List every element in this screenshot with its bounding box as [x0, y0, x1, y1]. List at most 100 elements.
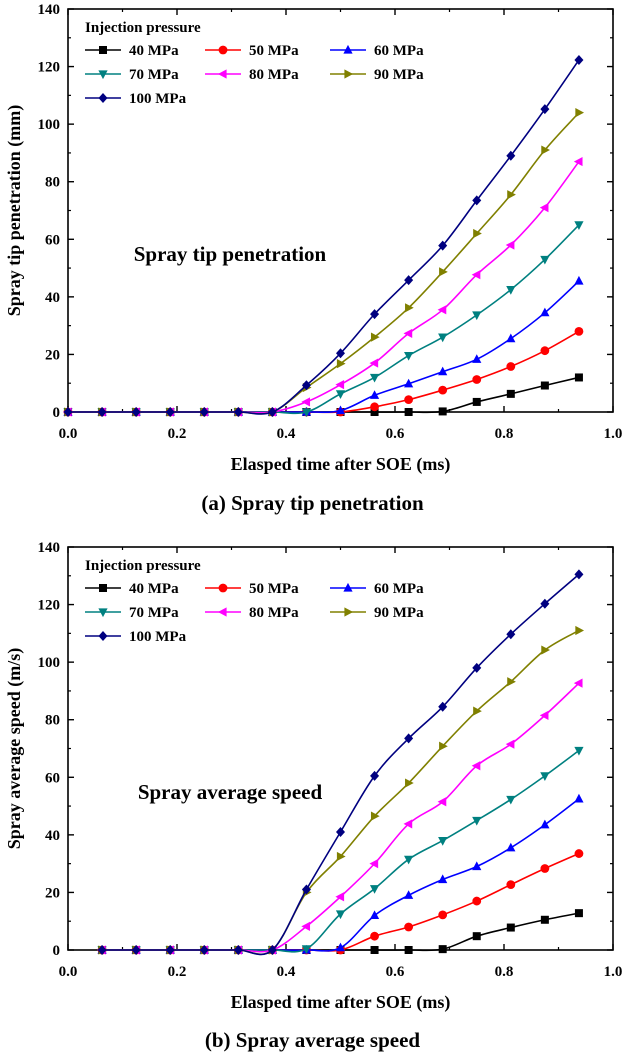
data-point-80-mpa	[403, 819, 413, 829]
legend-marker-40-mpa	[99, 46, 107, 54]
data-point-40-mpa	[574, 373, 583, 382]
data-point-100-mpa	[301, 380, 311, 391]
data-point-60-mpa	[438, 366, 448, 376]
data-point-70-mpa	[335, 910, 346, 920]
chart-spray-average-speed: 0.0 0.2 0.4 0.6 0.8 1.0 0 20 40 60 80 100 120 140 Elas…	[4, 540, 623, 1013]
data-point-40-mpa	[472, 932, 481, 941]
legend-marker-60-mpa	[343, 44, 353, 54]
data-point-100-mpa	[97, 407, 107, 417]
data-point-60-mpa	[438, 874, 448, 884]
y-tick-label: 140	[38, 2, 61, 18]
data-point-50-mpa	[506, 362, 516, 371]
data-point-90-mpa	[405, 303, 414, 313]
data-point-50-mpa	[472, 896, 482, 906]
data-point-50-mpa	[472, 375, 482, 384]
data-point-50-mpa	[370, 931, 379, 941]
x-axis-label: Elasped time after SOE (ms)	[231, 454, 451, 475]
data-point-80-mpa	[573, 156, 583, 167]
data-point-100-mpa	[574, 54, 584, 65]
data-point-100-mpa	[199, 945, 209, 955]
data-point-100-mpa	[131, 945, 141, 955]
data-point-70-mpa	[301, 408, 312, 418]
chart-annotation: Spray tip penetration	[134, 242, 327, 266]
data-point-80-mpa	[505, 240, 515, 250]
series-line-40-mpa	[68, 376, 580, 414]
data-point-90-mpa	[405, 778, 414, 788]
data-point-60-mpa	[506, 842, 516, 852]
legend-label-40-mpa: 40 MPa	[129, 43, 179, 59]
legend-marker-50-mpa	[218, 45, 228, 55]
y-tick-label: 20	[45, 347, 60, 363]
series-line-60-mpa	[68, 280, 580, 414]
y-tick-label: 80	[45, 713, 60, 729]
data-point-100-mpa	[574, 569, 584, 580]
series-80-mpa	[62, 156, 583, 417]
y-axis-label: Spray average speed (m/s)	[4, 648, 25, 849]
data-point-70-mpa	[369, 373, 380, 383]
data-point-60-mpa	[574, 793, 584, 803]
data-point-90-mpa	[439, 267, 448, 277]
data-point-70-mpa	[540, 255, 550, 265]
y-tick-label: 40	[45, 828, 60, 844]
series-100-mpa	[97, 569, 584, 956]
data-point-90-mpa	[575, 625, 585, 636]
data-point-90-mpa	[473, 228, 482, 239]
legend-label-50-mpa: 50 MPa	[249, 581, 299, 597]
data-point-70-mpa	[438, 837, 448, 846]
y-tick-label: 140	[38, 540, 61, 556]
data-point-90-mpa	[370, 332, 380, 342]
legend-label-70-mpa: 70 MPa	[129, 67, 179, 83]
y-tick-label: 60	[45, 770, 60, 786]
legend-label-40-mpa: 40 MPa	[129, 581, 179, 597]
data-point-70-mpa	[540, 772, 550, 781]
data-point-90-mpa	[541, 145, 550, 155]
data-point-60-mpa	[335, 405, 346, 415]
legend-marker-90-mpa	[344, 69, 354, 79]
data-point-100-mpa	[540, 104, 550, 115]
data-point-60-mpa	[335, 942, 346, 952]
x-tick-label: 0.2	[168, 964, 187, 980]
data-point-40-mpa	[438, 945, 447, 954]
data-point-70-mpa	[404, 351, 414, 361]
data-point-70-mpa	[574, 746, 584, 756]
y-tick-label: 40	[45, 290, 60, 306]
data-point-100-mpa	[472, 662, 482, 673]
data-point-70-mpa	[506, 795, 516, 805]
data-point-100-mpa	[472, 195, 482, 206]
data-point-50-mpa	[574, 327, 584, 336]
data-point-40-mpa	[540, 381, 549, 390]
data-point-50-mpa	[438, 910, 448, 920]
x-tick-label: 0.4	[277, 426, 296, 442]
x-tick-label: 1.0	[604, 964, 623, 980]
data-point-40-mpa	[506, 923, 515, 932]
data-point-80-mpa	[369, 859, 379, 869]
data-point-80-mpa	[369, 358, 379, 368]
data-point-90-mpa	[370, 811, 380, 821]
data-point-70-mpa	[506, 286, 516, 295]
data-point-90-mpa	[507, 190, 516, 200]
series-line-100-mpa	[68, 59, 580, 415]
data-point-100-mpa	[63, 407, 73, 417]
y-tick-label: 80	[45, 175, 60, 191]
chart-annotation: Spray average speed	[138, 780, 323, 804]
legend: Injection pressure 40 MPa 50 MPa 60 MPa 70 M…	[85, 558, 424, 645]
data-point-80-mpa	[539, 203, 549, 213]
data-point-90-mpa	[575, 108, 585, 118]
data-point-60-mpa	[369, 390, 380, 399]
legend-label-100-mpa: 100 MPa	[129, 629, 187, 645]
data-point-40-mpa	[540, 915, 549, 924]
y-axis-label: Spray tip penetration (mm)	[4, 105, 25, 316]
series-100-mpa	[63, 54, 584, 417]
data-point-80-mpa	[471, 761, 481, 771]
data-point-40-mpa	[574, 909, 583, 918]
data-point-60-mpa	[472, 354, 482, 363]
data-point-60-mpa	[574, 275, 584, 285]
data-point-80-mpa	[301, 397, 311, 407]
data-point-100-mpa	[233, 945, 243, 955]
data-point-100-mpa	[165, 407, 175, 417]
legend-label-50-mpa: 50 MPa	[249, 43, 299, 59]
legend-marker-60-mpa	[343, 582, 353, 592]
data-point-80-mpa	[573, 678, 583, 688]
data-point-100-mpa	[438, 240, 448, 251]
data-point-90-mpa	[473, 706, 482, 716]
